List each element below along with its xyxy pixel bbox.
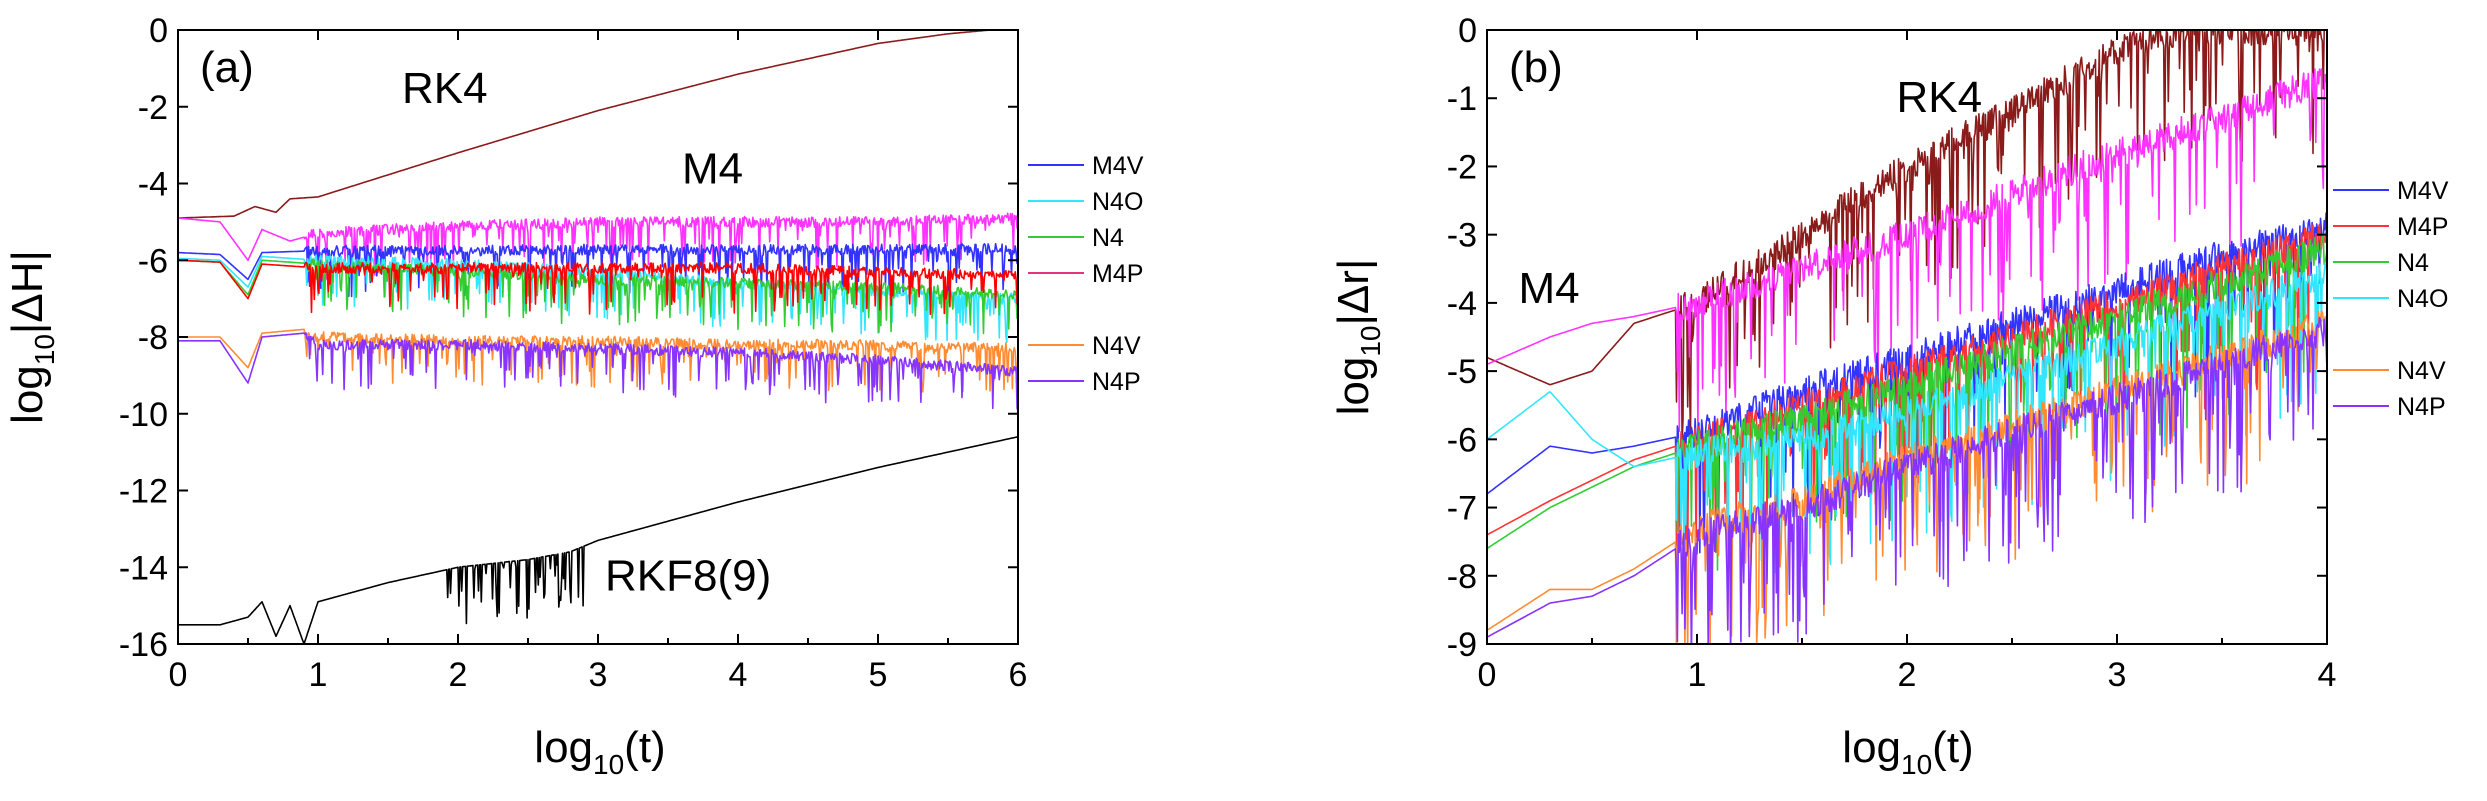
series-line-M4P (1487, 223, 2327, 562)
x-tick-label: 1 (309, 656, 328, 694)
x-tick-label: 6 (1009, 656, 1028, 694)
series-line-M4P (178, 259, 1018, 315)
y-tick-label: -9 (1447, 626, 1477, 664)
annotation: M4 (1519, 264, 1580, 313)
plot-frame (177, 29, 1019, 645)
series-line-RK4 (1487, 30, 2325, 443)
y-tick-label: -8 (1447, 558, 1477, 596)
x-axis-label-main: log (1842, 723, 1901, 772)
x-tick-label: 0 (1478, 656, 1497, 694)
y-axis-label: log10|ΔH| (3, 250, 60, 424)
y-tick-label: -2 (1447, 148, 1477, 186)
y-tick-label: -5 (1447, 353, 1477, 391)
panel-b: 0 1 2 3 40-1-2-3-4-5-6-7-8-9log10(t)log10|Δr… (1329, 12, 2449, 780)
plot-area (178, 30, 1018, 644)
y-axis-label-main: log (1329, 357, 1378, 416)
series-line-N4O (1487, 262, 2327, 580)
plot-area (1487, 30, 2327, 644)
series-line-M4 (1487, 68, 2327, 432)
y-axis-label-arg: |Δr| (1329, 259, 1378, 326)
x-tick-label: 3 (2108, 656, 2127, 694)
legend-label: M4V (1092, 152, 1144, 180)
y-tick-label: 0 (149, 12, 168, 50)
legend-label: N4V (1092, 332, 1141, 360)
x-tick-label: 1 (1688, 656, 1707, 694)
y-tick-label: -1 (1447, 80, 1477, 118)
y-tick-label: -4 (138, 166, 168, 204)
legend-label: N4P (1092, 368, 1141, 396)
series-line-RK4 (178, 30, 1018, 219)
series-line-N4P (1487, 316, 2327, 644)
series-line-M4V (1487, 212, 2327, 554)
y-axis-label-sub: 10 (29, 334, 60, 365)
panel-label: (a) (200, 43, 254, 92)
x-tick-label: 2 (1898, 656, 1917, 694)
x-tick-label: 2 (449, 656, 468, 694)
y-axis-label-sub: 10 (1355, 326, 1386, 357)
annotation: RK4 (402, 64, 488, 113)
y-tick-label: -4 (1447, 285, 1477, 323)
y-tick-label: -7 (1447, 490, 1477, 528)
legend-label: M4P (2397, 213, 2448, 241)
y-tick-label: 0 (1458, 12, 1477, 50)
legend-label: N4O (1092, 188, 1143, 216)
x-tick-label: 4 (2318, 656, 2337, 694)
panel-a: 0 1 2 3 4 5 60-2-4-6-8-10-12-14-16log10(t)log1… (3, 12, 1144, 780)
x-tick-label: 3 (589, 656, 608, 694)
x-tick-label: 0 (169, 656, 188, 694)
y-tick-label: -16 (119, 626, 168, 664)
x-axis-label-main: log (534, 723, 593, 772)
series-line-N4O (178, 254, 1018, 344)
y-axis-label-main: log (3, 365, 52, 424)
legend-label: N4V (2397, 357, 2446, 385)
x-axis-label-sub: 10 (1901, 749, 1932, 780)
x-axis-label: log10(t) (534, 723, 665, 780)
x-axis-label-arg: (t) (624, 723, 666, 772)
series-line-RKF8(9) (178, 436, 1018, 644)
annotation: RKF8(9) (605, 551, 771, 600)
legend-label: N4 (2397, 249, 2429, 277)
y-tick-label: -6 (138, 242, 168, 280)
y-tick-label: -2 (138, 89, 168, 127)
y-tick-label: -10 (119, 396, 168, 434)
legend-label: N4 (1092, 224, 1124, 252)
legend-label: M4V (2397, 177, 2449, 205)
y-tick-label: -8 (138, 319, 168, 357)
series-line-N4V (1487, 310, 2327, 644)
y-tick-label: -3 (1447, 217, 1477, 255)
y-axis-label-arg: |ΔH| (3, 250, 52, 334)
x-tick-label: 5 (869, 656, 888, 694)
y-tick-label: -14 (119, 549, 168, 587)
panel-label: (b) (1509, 43, 1563, 92)
annotation: M4 (682, 145, 743, 194)
series-line-N4 (1487, 233, 2327, 571)
x-axis-label-sub: 10 (593, 749, 624, 780)
y-axis-label: log10|Δr| (1329, 259, 1386, 416)
legend-label: N4P (2397, 393, 2446, 421)
y-tick-label: -6 (1447, 421, 1477, 459)
x-tick-label: 4 (729, 656, 748, 694)
annotation: RK4 (1897, 73, 1983, 122)
legend-label: N4O (2397, 285, 2448, 313)
series-line-N4P (178, 332, 1018, 410)
y-tick-label: -12 (119, 473, 168, 511)
x-axis-label-arg: (t) (1932, 723, 1974, 772)
x-axis-label: log10(t) (1842, 723, 1973, 780)
legend-label: M4P (1092, 260, 1143, 288)
